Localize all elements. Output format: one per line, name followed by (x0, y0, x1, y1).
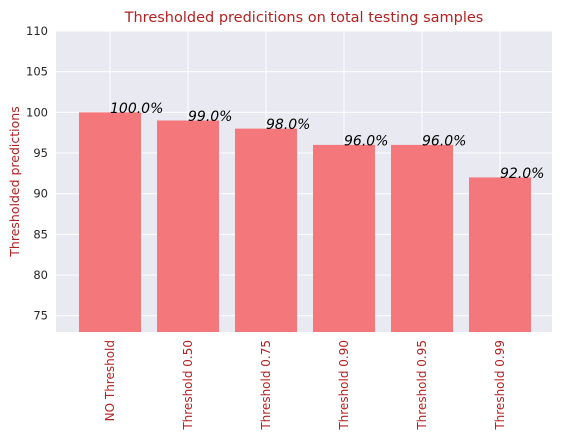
bar (79, 112, 141, 332)
y-tick-label: 75 (33, 309, 48, 323)
bar (157, 120, 219, 333)
data-label: 100.0% (110, 101, 163, 117)
data-labels: 100.0% 99.0% 98.0% 96.0% 96.0% 92.0% (110, 101, 544, 182)
bar (313, 144, 375, 332)
y-tick-label: 105 (26, 65, 48, 79)
y-axis-label: Thresholded predictions (7, 106, 22, 257)
chart-title: Thresholded predicitions on total testin… (124, 10, 484, 26)
data-label: 98.0% (266, 117, 310, 133)
x-tick-label: Threshold 0.90 (337, 340, 351, 431)
x-tick-label: NO Threshold (103, 340, 117, 421)
x-tick-label: Threshold 0.75 (259, 340, 273, 431)
bar (391, 144, 453, 332)
data-label: 92.0% (500, 166, 544, 182)
x-tick-label: Threshold 0.99 (493, 340, 507, 431)
x-tick-label: Threshold 0.95 (415, 340, 429, 431)
y-tick-label: 100 (26, 105, 48, 119)
bar (235, 128, 297, 332)
data-label: 99.0% (188, 109, 232, 125)
x-ticks: NO Threshold Threshold 0.50 Threshold 0.75… (103, 340, 507, 431)
y-tick-label: 80 (33, 268, 48, 282)
x-tick-label: Threshold 0.50 (181, 340, 195, 431)
y-ticks: 75 80 85 90 95 100 105 110 (26, 24, 48, 323)
bars (79, 112, 531, 333)
y-tick-label: 85 (33, 227, 48, 241)
data-label: 96.0% (422, 133, 466, 149)
bar (469, 177, 531, 332)
data-label: 96.0% (344, 133, 388, 149)
y-tick-label: 90 (33, 187, 48, 201)
y-tick-label: 110 (26, 24, 48, 38)
y-tick-label: 95 (33, 146, 48, 160)
